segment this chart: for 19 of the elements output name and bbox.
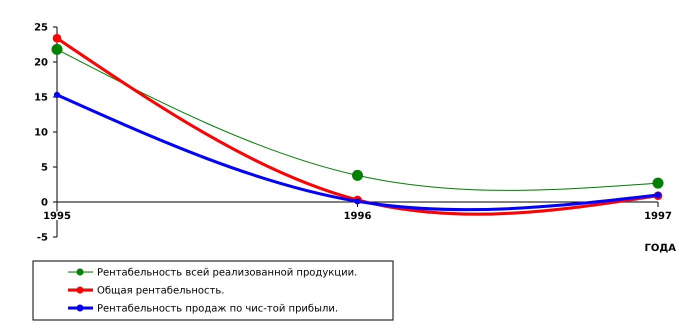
- x-tick-label: 1997: [644, 211, 672, 222]
- point: [52, 34, 62, 42]
- point: [54, 92, 60, 98]
- y-tick-label: 10: [34, 128, 48, 138]
- y-tick-label: 0: [41, 198, 48, 208]
- point: [354, 198, 361, 204]
- point: [352, 170, 363, 181]
- point: [52, 44, 62, 55]
- point: [652, 178, 664, 189]
- legend-label: Рентабельность продаж по чис-той прибыли.: [97, 304, 338, 314]
- y-tick-label: 15: [34, 92, 48, 104]
- y-tick-label: 20: [34, 58, 48, 68]
- y-tick-label: 5: [41, 162, 48, 174]
- x-axis-title: ГОДА: [644, 243, 676, 254]
- legend-label: Рентабельность всей реализованной продукции.: [97, 268, 358, 278]
- y-tick-label: 25: [34, 22, 48, 34]
- legend-label: Общая рентабельность.: [97, 286, 224, 296]
- y-tick-label: -5: [36, 232, 48, 244]
- x-tick-label: 1996: [344, 211, 372, 222]
